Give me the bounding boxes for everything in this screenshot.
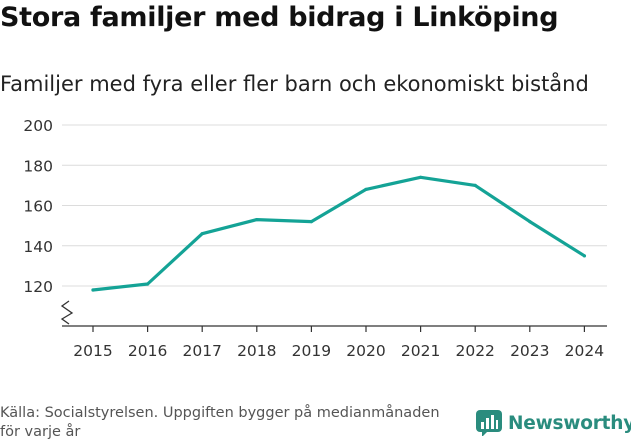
y-tick-label-200: 200 xyxy=(23,117,53,135)
data-point-2023 xyxy=(528,220,532,224)
data-point-2019 xyxy=(309,220,313,224)
chart-subtitle: Familjer med fyra eller fler barn och ek… xyxy=(0,72,589,96)
y-tick-label-120: 120 xyxy=(23,278,53,296)
source-note: Källa: Socialstyrelsen. Uppgiften bygger… xyxy=(0,404,470,442)
data-point-2017 xyxy=(200,232,204,236)
brand-name: Newsworthy xyxy=(508,412,631,434)
x-tick-label-2017: 2017 xyxy=(182,342,221,360)
x-tick-label-2021: 2021 xyxy=(401,342,440,360)
data-point-2021 xyxy=(419,175,423,179)
y-tick-label-140: 140 xyxy=(23,238,53,256)
series-line-0 xyxy=(91,175,587,292)
series-group xyxy=(91,175,587,292)
x-tick-label-2018: 2018 xyxy=(237,342,276,360)
y-tick-label-160: 160 xyxy=(23,198,53,216)
x-tick-label-2022: 2022 xyxy=(455,342,494,360)
axis-break-marker xyxy=(60,300,74,325)
chart-title: Stora familjer med bidrag i Linköping xyxy=(0,2,559,33)
source-line-2: för varje år xyxy=(0,424,81,440)
gridlines xyxy=(62,124,607,287)
x-tick-label-2024: 2024 xyxy=(565,342,604,360)
data-point-2016 xyxy=(146,282,150,286)
x-tick-label-2015: 2015 xyxy=(73,342,112,360)
source-line-1: Källa: Socialstyrelsen. Uppgiften bygger… xyxy=(0,405,440,421)
x-tick-label-2019: 2019 xyxy=(292,342,331,360)
x-tick-label-2020: 2020 xyxy=(346,342,385,360)
newsworthy-brand: Newsworthy xyxy=(476,410,631,436)
y-axis-ticks: 120 140 160 180 200 xyxy=(23,117,53,296)
data-point-2015 xyxy=(91,288,95,292)
newsworthy-logo-icon xyxy=(476,410,502,436)
x-axis xyxy=(60,300,607,327)
data-point-2022 xyxy=(473,183,477,187)
x-tick-label-2023: 2023 xyxy=(510,342,549,360)
x-tick-label-2016: 2016 xyxy=(128,342,167,360)
data-point-2018 xyxy=(255,217,259,222)
data-point-2024 xyxy=(582,254,587,258)
y-tick-label-180: 180 xyxy=(23,157,53,175)
x-axis-ticks: 2015 2016 2017 2018 2019 2020 2021 2022 2023 2024 xyxy=(73,326,604,360)
data-point-2020 xyxy=(364,187,368,191)
